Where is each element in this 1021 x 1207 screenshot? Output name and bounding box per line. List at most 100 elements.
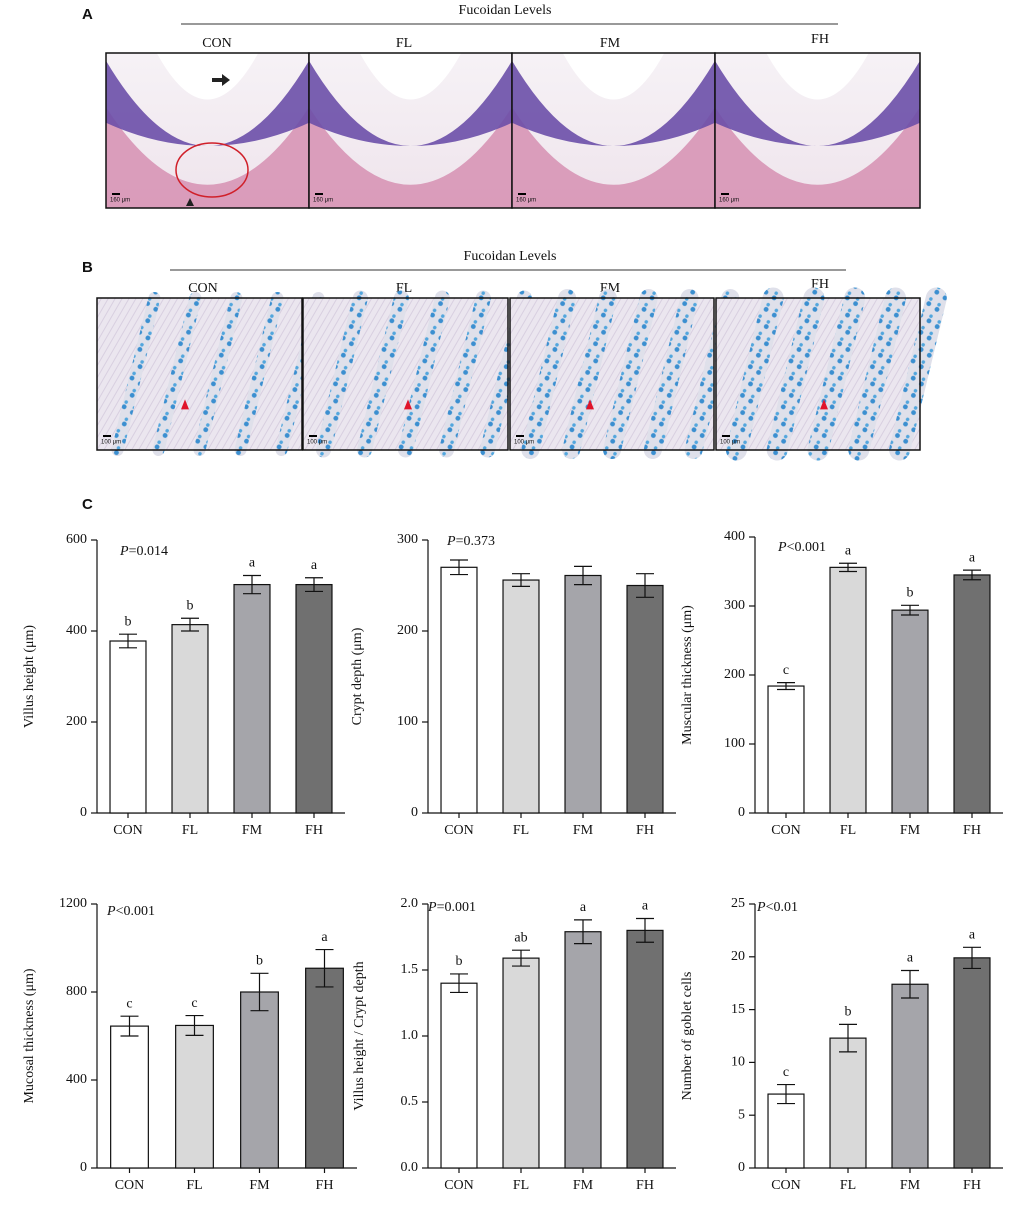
image-frame xyxy=(509,297,715,451)
goblet-arrow xyxy=(404,399,412,410)
significance-letter: b xyxy=(907,586,914,601)
significance-letter: b xyxy=(187,598,194,613)
crypt xyxy=(357,290,409,458)
p-symbol: P xyxy=(777,540,787,555)
image-frame xyxy=(302,297,509,451)
lumen xyxy=(766,53,869,100)
crypt xyxy=(603,289,658,459)
crypt xyxy=(521,289,577,459)
x-tick-label: FM xyxy=(573,823,594,838)
crypt xyxy=(562,289,617,459)
y-tick-label: 1200 xyxy=(59,896,87,911)
error-bar xyxy=(120,1015,139,1037)
y-tick-label: 0.0 xyxy=(401,1160,419,1175)
significance-letter: c xyxy=(126,996,132,1011)
error-bar xyxy=(450,973,468,994)
error-bar xyxy=(636,573,654,598)
crypt xyxy=(439,290,491,458)
error-bar xyxy=(777,1083,795,1105)
p-annotation: P=0.014 xyxy=(119,544,168,559)
y-tick-label: 200 xyxy=(66,714,87,729)
p-annotation: P<0.001 xyxy=(106,904,155,919)
y-tick-label: 5 xyxy=(738,1107,745,1122)
bar xyxy=(891,609,929,814)
p-value: <0.01 xyxy=(766,900,798,915)
error-bar xyxy=(185,1014,204,1036)
y-axis-title: Mucosal thickness (μm) xyxy=(22,968,37,1103)
error-bar xyxy=(250,972,269,1012)
y-tick-label: 10 xyxy=(731,1055,745,1070)
micrograph xyxy=(715,287,947,461)
x-tick-label: CON xyxy=(444,823,474,838)
scale-label: 100 μm xyxy=(720,440,740,446)
y-axis-title: Crypt depth (μm) xyxy=(350,627,365,725)
crypt xyxy=(316,290,368,458)
error-bar xyxy=(305,577,323,593)
image-frame xyxy=(714,52,921,209)
error-bar xyxy=(574,565,592,586)
micrograph xyxy=(308,52,513,209)
error-bar xyxy=(512,573,530,588)
lumen xyxy=(359,53,462,100)
p-annotation: P=0.373 xyxy=(446,534,495,549)
y-tick-label: 25 xyxy=(731,896,745,911)
y-axis-title: Muscular thickness (μm) xyxy=(680,605,695,745)
bar xyxy=(440,982,478,1169)
significance-letter: a xyxy=(580,900,587,915)
y-tick-label: 300 xyxy=(724,598,745,613)
error-bar xyxy=(574,919,592,945)
bar xyxy=(953,957,991,1169)
y-tick-label: 400 xyxy=(66,623,87,638)
error-bar xyxy=(315,948,334,988)
p-annotation: P<0.01 xyxy=(756,900,798,915)
y-tick-label: 0.5 xyxy=(401,1094,419,1109)
micrograph xyxy=(714,52,921,209)
y-tick-label: 0 xyxy=(80,805,87,820)
x-tick-label: FL xyxy=(186,1178,202,1193)
bar xyxy=(564,931,602,1169)
y-tick-label: 0 xyxy=(80,1160,87,1175)
bar xyxy=(175,1024,214,1169)
bar xyxy=(110,1025,149,1169)
p-value: =0.001 xyxy=(437,900,476,915)
y-tick-label: 300 xyxy=(397,532,418,547)
bar xyxy=(502,957,540,1169)
significance-letter: a xyxy=(907,951,914,966)
x-tick-label: FH xyxy=(316,1178,334,1193)
panel-letter: B xyxy=(82,259,93,276)
x-tick-label: FL xyxy=(513,1178,529,1193)
bar xyxy=(502,579,540,814)
bar xyxy=(767,1093,805,1169)
image-label: FH xyxy=(811,32,829,47)
lumen xyxy=(562,53,665,100)
crypt xyxy=(234,292,284,456)
y-tick-label: 1.0 xyxy=(401,1028,419,1043)
bar xyxy=(626,584,664,814)
bar xyxy=(295,583,333,814)
significance-letter: a xyxy=(969,550,976,565)
crypt xyxy=(848,287,907,461)
image-label: FM xyxy=(600,36,621,51)
crypt xyxy=(152,292,202,456)
x-tick-label: FL xyxy=(840,1178,856,1193)
y-axis-title: Villus height / Crypt depth xyxy=(352,961,367,1110)
x-tick-label: FH xyxy=(963,1178,981,1193)
y-axis-title: Number of goblet cells xyxy=(680,972,695,1101)
bar xyxy=(109,640,147,814)
p-value: =0.373 xyxy=(456,534,495,549)
p-symbol: P xyxy=(427,900,437,915)
image-frame xyxy=(715,297,921,451)
bar xyxy=(171,624,209,814)
bar xyxy=(440,566,478,814)
x-tick-label: FL xyxy=(182,823,198,838)
group-label: Fucoidan Levels xyxy=(459,3,552,18)
error-bar xyxy=(901,969,919,999)
significance-letter: b xyxy=(125,614,132,629)
y-tick-label: 200 xyxy=(724,667,745,682)
bar xyxy=(767,685,805,814)
mucosa xyxy=(106,60,309,146)
p-symbol: P xyxy=(756,900,766,915)
error-bar xyxy=(243,574,261,595)
scale-label: 100 μm xyxy=(307,440,327,446)
